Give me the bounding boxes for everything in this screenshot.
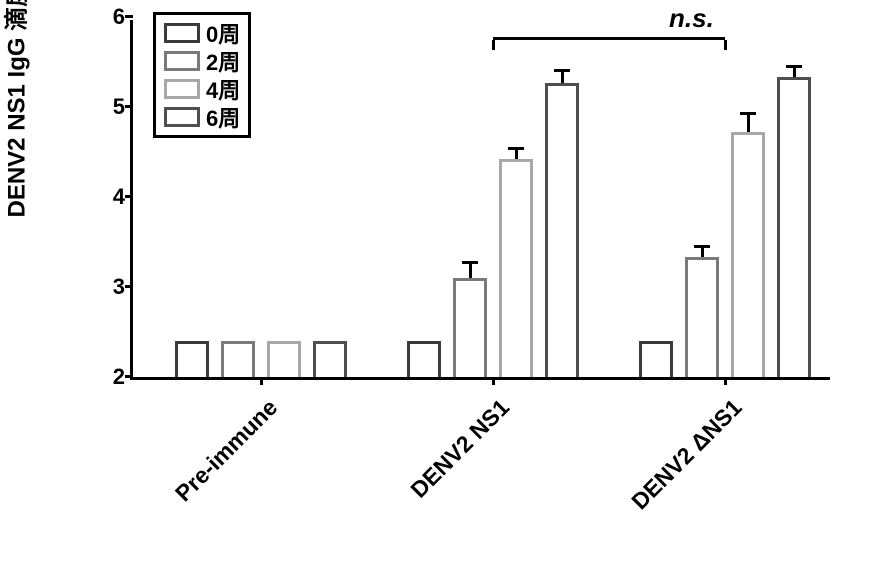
legend-swatch-2	[164, 79, 200, 99]
legend-swatch-0	[164, 23, 200, 43]
legend: 0周 2周 4周 6周	[153, 12, 251, 138]
legend-item-2: 4周	[164, 75, 240, 103]
significance-line	[493, 37, 725, 40]
plot-area: 0周 2周 4周 6周 23456 Pre-immuneDENV2 NS1DEN…	[130, 20, 830, 380]
y-tick-mark	[125, 285, 133, 288]
legend-item-1: 2周	[164, 47, 240, 75]
errorbar-cap	[740, 112, 756, 115]
x-axis-label: DENV2 ΔNS1	[626, 394, 747, 515]
x-tick-mark	[724, 377, 727, 385]
bar	[267, 341, 301, 377]
errorbar-stem	[701, 247, 704, 258]
errorbar-stem	[747, 114, 750, 132]
bar	[499, 159, 533, 377]
chart-container: 0周 2周 4周 6周 23456 Pre-immuneDENV2 NS1DEN…	[0, 0, 878, 565]
errorbar-cap	[554, 69, 570, 72]
y-tick-mark	[125, 105, 133, 108]
bar	[685, 257, 719, 377]
bar	[731, 132, 765, 377]
errorbar-cap	[694, 245, 710, 248]
legend-item-0: 0周	[164, 19, 240, 47]
errorbar-cap	[508, 147, 524, 150]
legend-item-3: 6周	[164, 103, 240, 131]
errorbar-stem	[561, 71, 564, 83]
y-tick-mark	[125, 375, 133, 378]
errorbar-stem	[469, 263, 472, 278]
significance-label: n.s.	[669, 3, 714, 34]
bar	[777, 77, 811, 377]
legend-swatch-3	[164, 107, 200, 127]
bar	[175, 341, 209, 377]
bar	[313, 341, 347, 377]
y-tick-mark	[125, 15, 133, 18]
legend-label-3: 6周	[206, 101, 240, 133]
errorbar-cap	[786, 65, 802, 68]
x-axis-label: Pre-immune	[170, 394, 283, 507]
significance-tick	[724, 40, 727, 50]
bar	[407, 341, 441, 377]
bar	[639, 341, 673, 377]
errorbar-stem	[515, 149, 518, 159]
significance-tick	[492, 40, 495, 50]
legend-swatch-1	[164, 51, 200, 71]
x-tick-mark	[492, 377, 495, 385]
bar	[545, 83, 579, 377]
errorbar-cap	[462, 261, 478, 264]
errorbar-stem	[793, 67, 796, 77]
y-axis-label: DENV2 NS1 IgG 滴度 (Log₁₀)	[0, 0, 32, 218]
bar	[453, 278, 487, 377]
y-tick-mark	[125, 195, 133, 198]
x-axis-label: DENV2 NS1	[406, 394, 515, 503]
x-tick-mark	[260, 377, 263, 385]
bar	[221, 341, 255, 377]
